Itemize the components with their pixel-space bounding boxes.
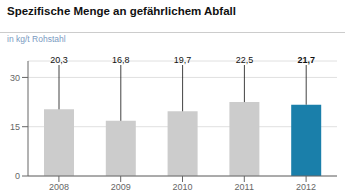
svg-text:2012: 2012 (296, 182, 316, 192)
svg-text:2010: 2010 (172, 182, 192, 192)
svg-text:21,7: 21,7 (297, 55, 315, 65)
svg-text:30: 30 (10, 73, 20, 83)
svg-text:16,8: 16,8 (112, 55, 130, 65)
svg-text:20,3: 20,3 (50, 55, 68, 65)
svg-text:2008: 2008 (49, 182, 69, 192)
svg-text:15: 15 (10, 122, 20, 132)
svg-text:0: 0 (15, 171, 20, 181)
html-text:in kg/t Rohstahl: in kg/t Rohstahl (7, 34, 66, 44)
svg-text:19,7: 19,7 (174, 55, 192, 65)
svg-text:2011: 2011 (235, 182, 254, 192)
svg-text:2009: 2009 (111, 182, 131, 192)
html-text:Spezifische Menge an gefährlic: Spezifische Menge an gefährlichem Abfall (7, 5, 236, 17)
svg-text:22,5: 22,5 (236, 55, 254, 65)
